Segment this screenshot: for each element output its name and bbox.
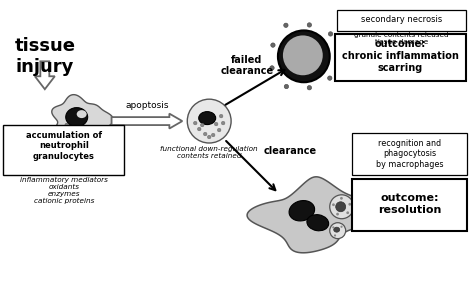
Circle shape <box>218 128 221 132</box>
Text: inflammatory mediators
oxidants
enzymes
cationic proteins: inflammatory mediators oxidants enzymes … <box>20 177 108 204</box>
Circle shape <box>198 127 201 131</box>
Circle shape <box>332 226 335 229</box>
FancyBboxPatch shape <box>335 34 466 81</box>
Ellipse shape <box>334 227 340 232</box>
Text: tissue
injury: tissue injury <box>14 37 75 76</box>
Circle shape <box>65 123 69 127</box>
Polygon shape <box>52 95 113 147</box>
Circle shape <box>89 125 92 129</box>
Circle shape <box>283 36 323 75</box>
Text: outcome:
resolution: outcome: resolution <box>378 193 441 214</box>
Circle shape <box>340 226 343 228</box>
Circle shape <box>83 129 86 133</box>
Circle shape <box>211 133 215 137</box>
FancyBboxPatch shape <box>352 179 467 231</box>
Polygon shape <box>35 61 55 89</box>
Circle shape <box>335 54 339 59</box>
Circle shape <box>86 131 90 135</box>
Circle shape <box>334 234 336 236</box>
Circle shape <box>284 23 288 27</box>
Circle shape <box>73 134 76 138</box>
Ellipse shape <box>289 201 315 221</box>
Circle shape <box>340 197 343 200</box>
Circle shape <box>271 43 275 47</box>
Circle shape <box>270 66 274 70</box>
Text: clearance: clearance <box>264 146 317 156</box>
Circle shape <box>330 195 354 219</box>
Circle shape <box>336 202 346 212</box>
Text: functional down-regulation
contents retained: functional down-regulation contents reta… <box>160 146 258 159</box>
Ellipse shape <box>307 215 328 231</box>
Text: recognition and
phagocytosis
by macrophages: recognition and phagocytosis by macropha… <box>376 139 443 169</box>
Circle shape <box>328 76 332 80</box>
Circle shape <box>80 126 83 130</box>
Circle shape <box>328 32 333 36</box>
Text: accumulation of
neutrophil
granulocytes: accumulation of neutrophil granulocytes <box>26 131 102 161</box>
Polygon shape <box>111 114 182 129</box>
Circle shape <box>203 132 207 136</box>
Circle shape <box>336 213 339 216</box>
FancyBboxPatch shape <box>3 125 124 175</box>
Text: granule contents released
tissue damage: granule contents released tissue damage <box>354 32 449 45</box>
Circle shape <box>70 128 73 132</box>
Circle shape <box>219 114 223 118</box>
Circle shape <box>278 30 330 82</box>
Circle shape <box>307 23 311 27</box>
Ellipse shape <box>66 108 88 127</box>
Ellipse shape <box>199 112 216 125</box>
Circle shape <box>221 121 225 125</box>
Text: secondary necrosis: secondary necrosis <box>361 15 442 24</box>
Circle shape <box>307 86 311 90</box>
Text: apoptosis: apoptosis <box>126 101 169 110</box>
Circle shape <box>187 99 231 143</box>
Ellipse shape <box>77 110 87 118</box>
Circle shape <box>193 121 197 125</box>
Circle shape <box>330 223 346 239</box>
Polygon shape <box>247 177 381 253</box>
Circle shape <box>332 203 335 206</box>
Text: outcome:
chronic inflammation
scarring: outcome: chronic inflammation scarring <box>342 39 459 73</box>
FancyBboxPatch shape <box>352 133 467 175</box>
Circle shape <box>284 84 289 89</box>
Circle shape <box>201 123 204 127</box>
Circle shape <box>208 135 211 139</box>
Circle shape <box>76 131 80 135</box>
Circle shape <box>214 122 218 126</box>
Circle shape <box>348 203 351 206</box>
Circle shape <box>346 211 349 214</box>
FancyBboxPatch shape <box>337 10 466 31</box>
Text: failed
clearance: failed clearance <box>220 55 273 76</box>
